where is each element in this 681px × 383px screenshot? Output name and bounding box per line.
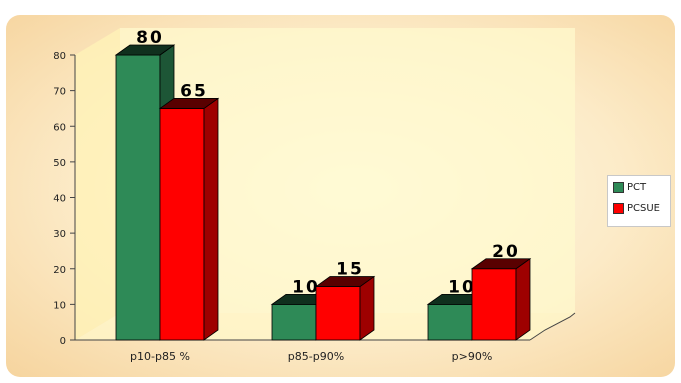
- legend-label-pct: PCT: [627, 182, 647, 193]
- y-tick-label: 70: [53, 87, 66, 98]
- y-tick-label: 30: [53, 229, 66, 240]
- bar-pcsue-2: 15: [314, 260, 376, 341]
- side-wall: [75, 28, 120, 340]
- y-tick-label: 50: [53, 158, 66, 169]
- back-wall: [120, 28, 575, 313]
- bar-front: [115, 54, 161, 341]
- legend-swatch-pcsue: [613, 203, 624, 214]
- bar-side: [359, 275, 375, 341]
- data-label: 10: [448, 277, 476, 297]
- y-tick-label: 40: [53, 194, 66, 205]
- legend-swatch-pct: [613, 182, 624, 193]
- bar-top: [158, 98, 220, 109]
- data-label: 80: [136, 28, 164, 48]
- legend-item-pct: PCT: [613, 182, 646, 193]
- y-tick-label: 80: [53, 51, 66, 62]
- y-tick-label: 10: [53, 300, 66, 311]
- bar-front: [315, 286, 361, 341]
- legend: PCT PCSUE: [607, 175, 671, 227]
- bar-side: [515, 257, 531, 341]
- bar-pcsue-1: 65: [158, 81, 220, 341]
- data-label: 65: [180, 81, 208, 101]
- data-label: 15: [336, 260, 364, 280]
- legend-label-pcsue: PCSUE: [627, 203, 660, 214]
- legend-item-pcsue: PCSUE: [613, 203, 660, 214]
- bar-side: [203, 97, 219, 341]
- data-label: 10: [292, 277, 320, 297]
- y-tick-label: 0: [60, 336, 66, 347]
- data-label: 20: [492, 242, 520, 262]
- y-tick-label: 60: [53, 122, 66, 133]
- bar-front: [427, 303, 473, 341]
- bar-front: [271, 303, 317, 341]
- bar-top: [114, 44, 176, 56]
- x-tick-label: p>90%: [452, 350, 493, 363]
- bar-top: [470, 258, 532, 270]
- bar-front: [159, 108, 205, 341]
- x-tick-label: p85-p90%: [288, 350, 344, 363]
- bar-top: [314, 276, 376, 287]
- x-tick-label: p10-p85 %: [130, 350, 190, 363]
- bar-front: [471, 268, 517, 341]
- y-tick-label: 20: [53, 265, 66, 276]
- bar-pcsue-3: 20: [470, 242, 532, 341]
- floor-edge-line: [529, 312, 576, 341]
